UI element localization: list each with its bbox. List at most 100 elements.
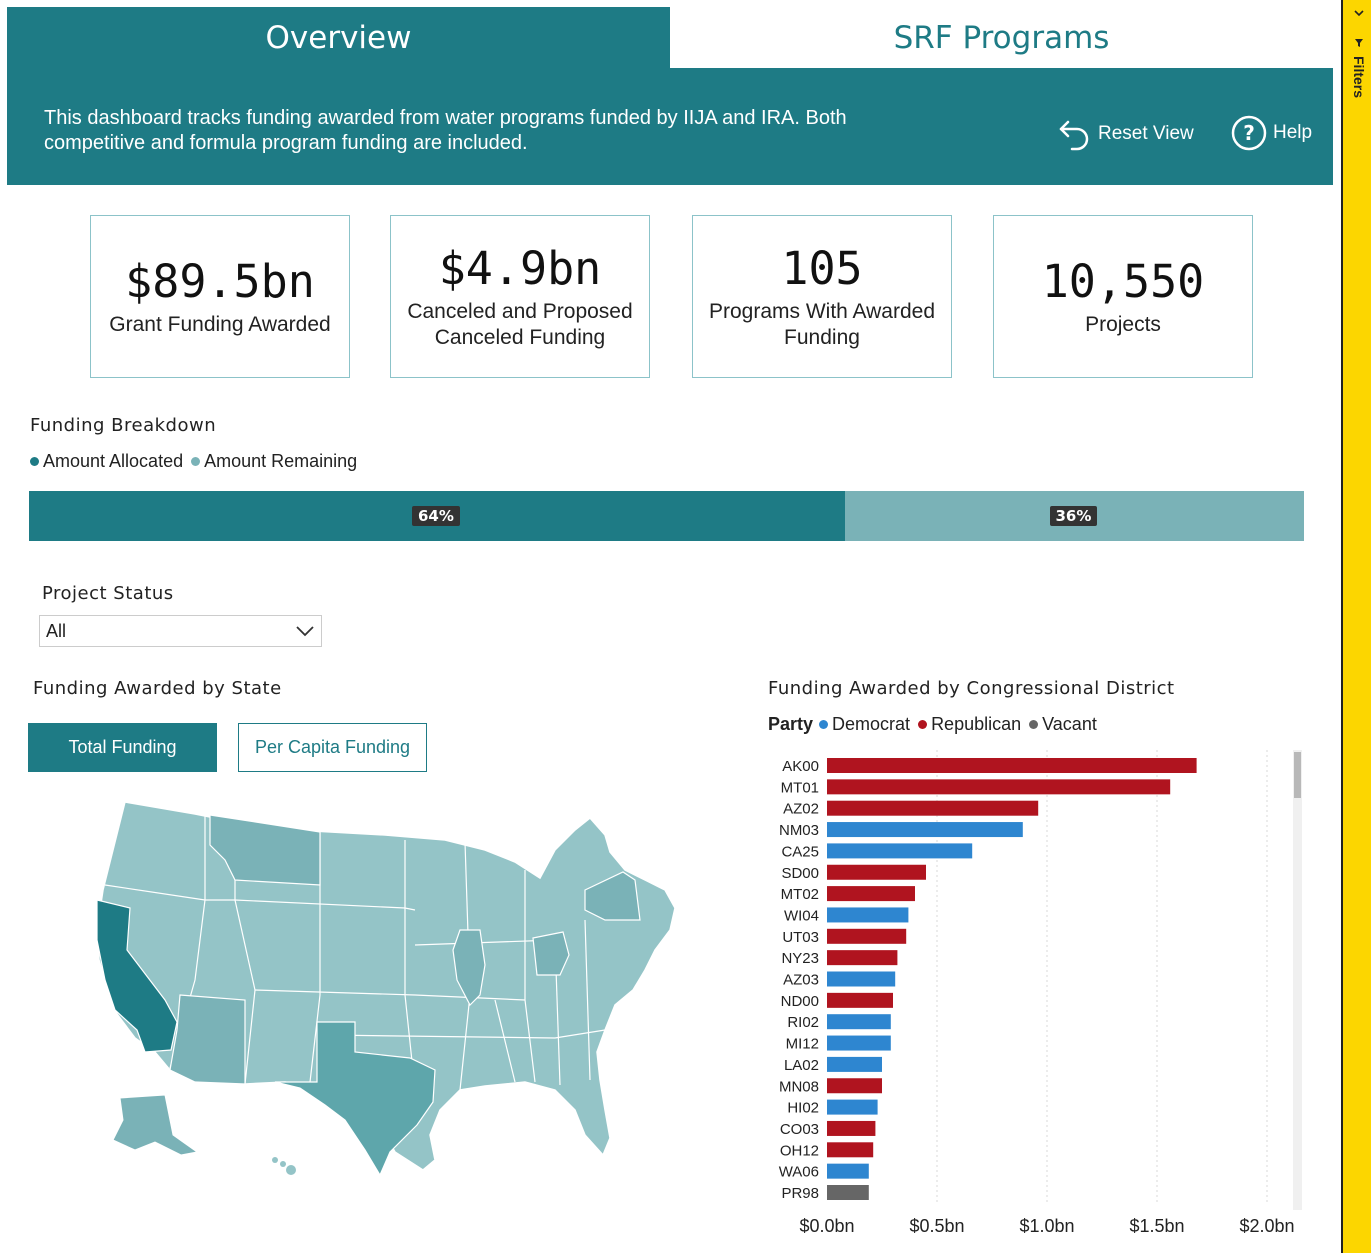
help-icon: ? (1231, 115, 1267, 151)
chart-scrollbar-track[interactable] (1293, 750, 1302, 1210)
x-tick-label: $1.5bn (1129, 1216, 1184, 1236)
district-bar[interactable] (827, 1163, 869, 1179)
district-bar[interactable] (827, 1035, 891, 1051)
district-label: AK00 (782, 758, 819, 775)
x-tick-label: $0.5bn (909, 1216, 964, 1236)
state-illinois[interactable] (452, 929, 486, 1007)
district-bar[interactable] (827, 1078, 882, 1094)
state-borders (104, 810, 606, 1091)
state-montana[interactable] (209, 814, 321, 886)
state-ohio[interactable] (532, 931, 570, 976)
allocated-dot-icon (30, 457, 39, 466)
banner-description: This dashboard tracks funding awarded fr… (44, 107, 847, 154)
legend-republican[interactable]: Republican (931, 714, 1022, 734)
state-alaska[interactable] (112, 1094, 199, 1156)
district-label: ND00 (781, 993, 819, 1010)
chevron-down-icon (296, 626, 314, 637)
filter-funnel-icon (1355, 39, 1363, 47)
district-label: MT02 (781, 886, 819, 903)
district-bar[interactable] (827, 843, 973, 859)
info-banner (7, 68, 1333, 185)
kpi-card-programs: 105 Programs With Awarded Funding (692, 215, 952, 378)
district-bar[interactable] (827, 864, 926, 880)
district-bar[interactable] (827, 779, 1171, 795)
district-chart-title: Funding Awarded by Congressional Distric… (768, 678, 1175, 699)
legend-democrat[interactable]: Democrat (832, 714, 911, 734)
district-bar[interactable] (827, 971, 896, 987)
help-button[interactable]: ? Help (1231, 115, 1312, 151)
kpi-card-projects: 10,550 Projects (993, 215, 1253, 378)
state-california[interactable] (96, 899, 178, 1053)
district-label: MI12 (786, 1036, 819, 1053)
district-bar[interactable] (827, 758, 1197, 773)
legend-vacant[interactable]: Vacant (1042, 714, 1097, 734)
district-label: WI04 (784, 907, 819, 924)
legend-allocated[interactable]: Amount Allocated (43, 451, 184, 471)
kpi-card-canceled-funding: $4.9bn Canceled and Proposed Canceled Fu… (390, 215, 650, 378)
x-tick-label: $2.0bn (1239, 1216, 1294, 1236)
district-label: PR98 (781, 1185, 819, 1202)
legend-remaining[interactable]: Amount Remaining (204, 451, 358, 471)
district-label: HI02 (787, 1100, 819, 1117)
district-bar-chart: $0.0bn $0.5bn $1.0bn $1.5bn $2.0bn AK00 MT01 AZ… (779, 750, 1302, 1236)
tab-overview[interactable]: Overview (7, 7, 670, 68)
party-legend-title: Party (768, 714, 814, 734)
kpi-label: Grant Funding Awarded (109, 312, 331, 336)
x-tick-label: $0.0bn (799, 1216, 854, 1236)
republican-dot-icon (918, 720, 928, 729)
district-bar[interactable] (827, 822, 1023, 838)
kpi-value: 10,550 (1041, 254, 1205, 308)
party-legend: Party Democrat Republican Vacant (768, 714, 1097, 735)
project-status-dropdown[interactable]: All (39, 615, 322, 647)
district-label: NM03 (779, 822, 819, 839)
filters-pane[interactable] (1341, 0, 1371, 1253)
state-texas[interactable] (274, 1021, 436, 1177)
state-map-title: Funding Awarded by State (33, 678, 282, 699)
remaining-pct-label: 36% (1049, 506, 1098, 526)
collapse-chevron-icon[interactable] (1353, 8, 1365, 20)
district-label: MN08 (779, 1078, 819, 1095)
help-label: Help (1273, 122, 1313, 143)
district-bar[interactable] (827, 907, 909, 923)
district-bar[interactable] (827, 1185, 869, 1200)
remaining-dot-icon (191, 457, 201, 466)
us-state-map[interactable] (85, 790, 715, 1190)
district-label: AZ03 (783, 972, 819, 989)
district-bar[interactable] (827, 1120, 876, 1136)
district-bar[interactable] (827, 886, 915, 902)
district-label: MT01 (781, 779, 819, 796)
x-tick-label: $1.0bn (1019, 1216, 1074, 1236)
district-bar[interactable] (827, 992, 893, 1008)
allocated-pct-label: 64% (412, 506, 460, 526)
district-label: SD00 (781, 865, 819, 882)
tab-srf-programs[interactable]: SRF Programs (670, 7, 1333, 68)
district-bar[interactable] (827, 1014, 891, 1030)
total-funding-button[interactable]: Total Funding (28, 723, 217, 772)
state-new-york[interactable] (584, 871, 641, 921)
kpi-label: Programs With Awarded Funding (708, 299, 936, 349)
state-hawaii[interactable] (272, 1157, 296, 1175)
project-status-label: Project Status (42, 583, 174, 604)
kpi-label: Canceled and Proposed Canceled Funding (407, 299, 633, 349)
district-bar[interactable] (827, 950, 898, 966)
district-label: CA25 (781, 843, 819, 860)
district-bar[interactable] (827, 928, 907, 944)
district-bar[interactable] (827, 1142, 874, 1158)
vacant-dot-icon (1029, 720, 1039, 729)
reset-view-button[interactable]: Reset View (1058, 114, 1194, 154)
project-status-value: All (46, 620, 67, 641)
filters-label[interactable]: Filters (1351, 56, 1367, 99)
per-capita-funding-button[interactable]: Per Capita Funding (238, 723, 427, 772)
district-bar[interactable] (827, 1099, 878, 1115)
state-arizona[interactable] (169, 994, 246, 1085)
reset-view-label: Reset View (1098, 123, 1194, 144)
district-label: LA02 (784, 1057, 819, 1074)
chart-scrollbar-thumb[interactable] (1294, 752, 1301, 798)
district-label: RI02 (787, 1014, 819, 1031)
kpi-card-grant-funding: $89.5bn Grant Funding Awarded (90, 215, 350, 378)
district-bar[interactable] (827, 1056, 882, 1072)
district-label: WA06 (779, 1164, 819, 1181)
district-bar[interactable] (827, 800, 1039, 816)
district-label: AZ02 (783, 801, 819, 818)
district-label: UT03 (782, 929, 819, 946)
